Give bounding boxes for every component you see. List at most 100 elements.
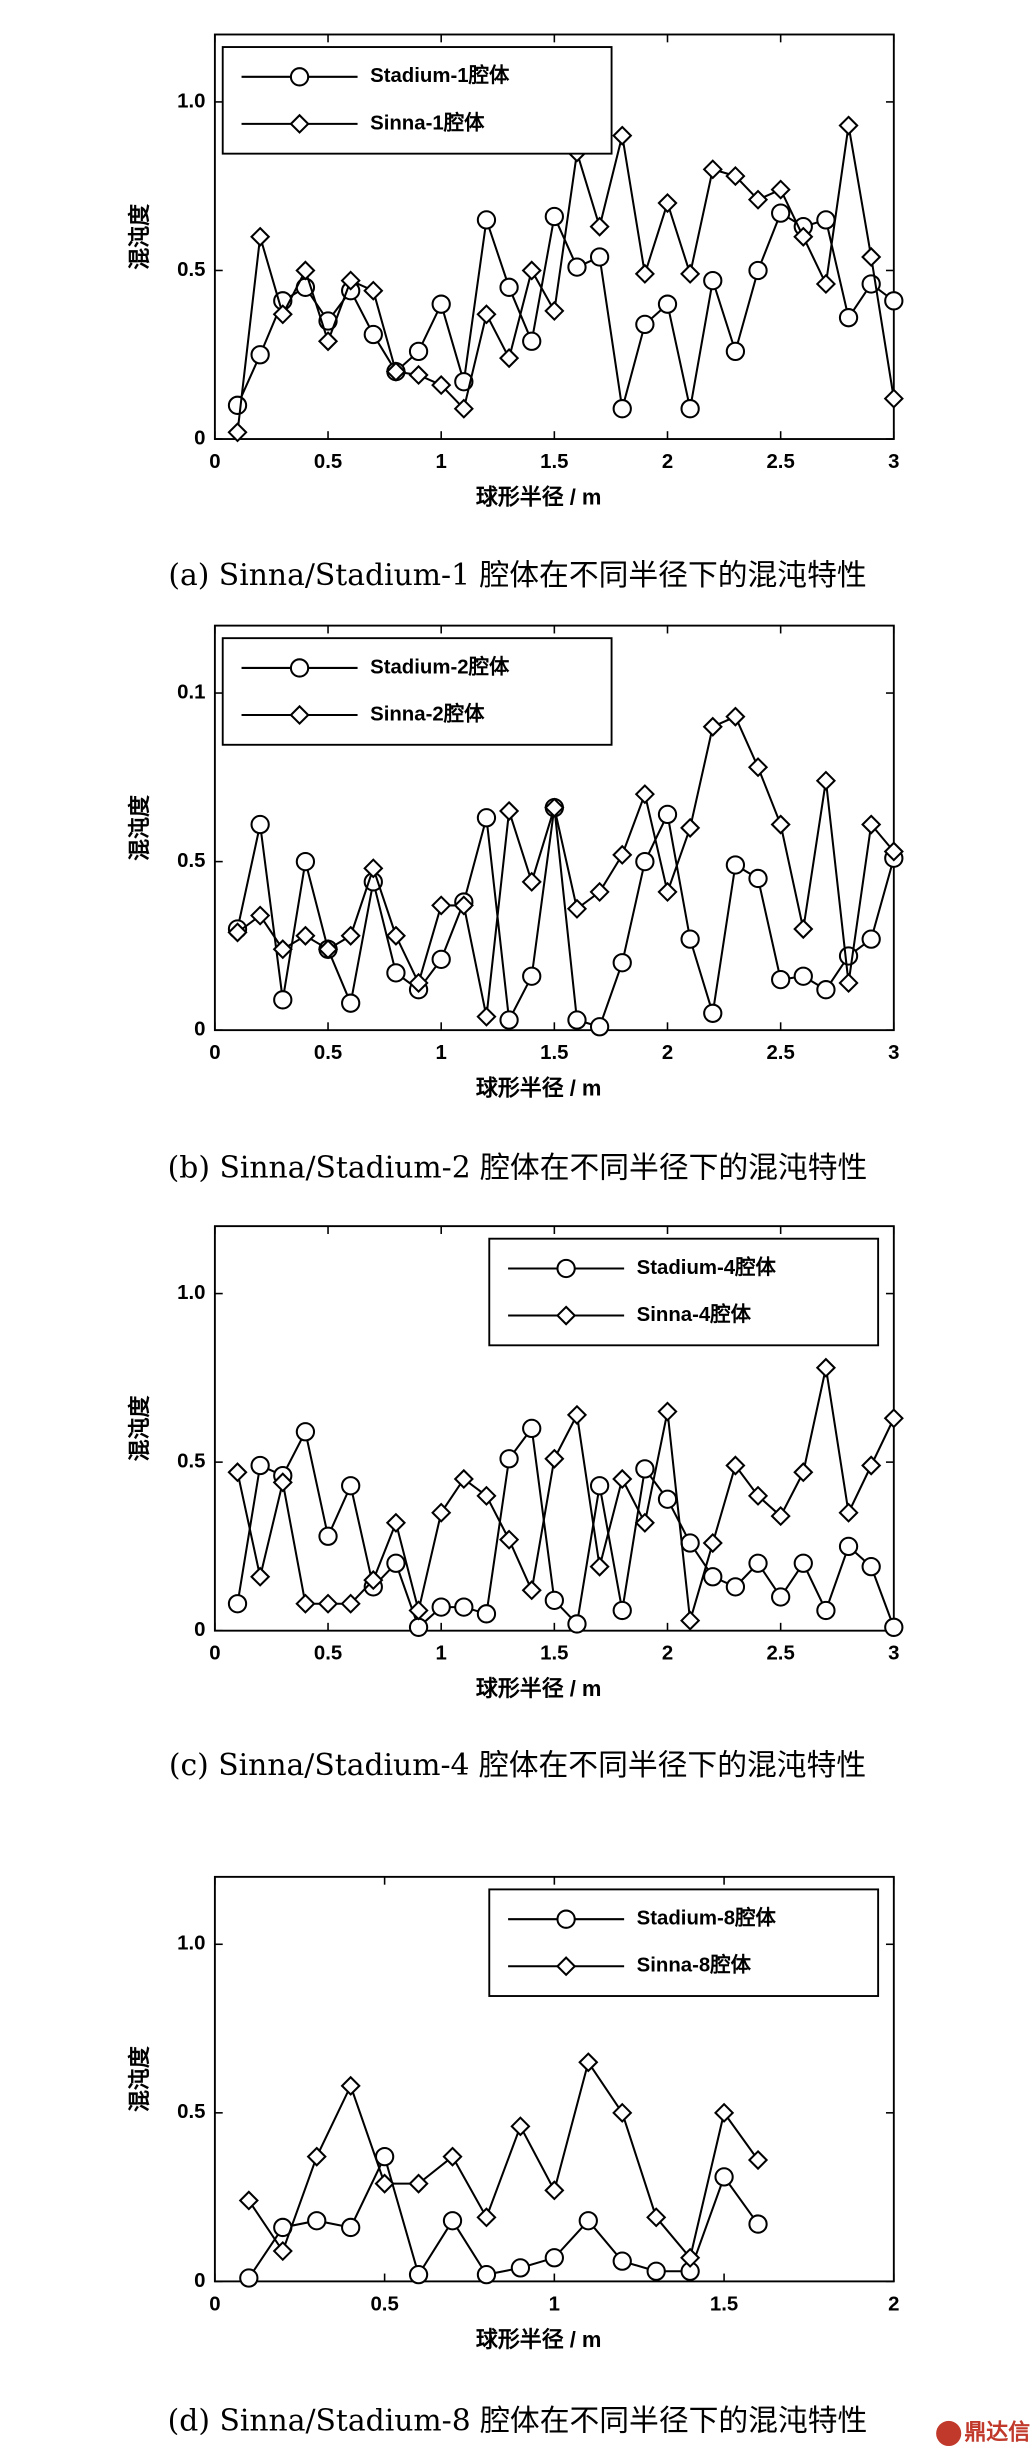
marker-circle <box>431 1597 451 1617</box>
marker-circle <box>567 257 587 277</box>
marker-circle <box>341 2217 361 2238</box>
marker-circle <box>307 2211 327 2231</box>
marker-diamond <box>227 922 248 943</box>
marker-circle <box>567 1010 587 1030</box>
marker-circle <box>748 1553 768 1573</box>
watermark: 鼎达信 <box>964 2419 1030 2444</box>
marker-diamond <box>747 1485 769 1506</box>
marker-diamond <box>408 1600 429 1621</box>
marker-diamond <box>883 1408 904 1429</box>
marker-diamond <box>589 1556 610 1577</box>
marker-diamond <box>431 375 452 396</box>
y-tick-label: 1.0 <box>177 1282 205 1304</box>
marker-circle <box>318 1526 338 1546</box>
marker-diamond <box>566 898 588 919</box>
marker-circle <box>714 2167 734 2187</box>
marker-diamond <box>612 125 633 146</box>
marker-diamond <box>340 925 361 946</box>
marker-circle <box>431 294 451 314</box>
marker-diamond <box>725 1455 746 1476</box>
x-tick-label: 1.5 <box>540 1643 568 1665</box>
x-tick-label: 0.5 <box>314 1042 342 1064</box>
marker-diamond <box>747 2149 769 2171</box>
x-tick-label: 1.5 <box>710 2293 738 2315</box>
marker-diamond <box>680 1610 701 1631</box>
marker-circle <box>589 1017 610 1037</box>
x-axis-label: 球形半径 / m <box>476 1676 602 1701</box>
marker-circle <box>612 1600 632 1621</box>
marker-circle <box>884 1617 904 1637</box>
caption: (a) Sinna/Stadium-1 腔体在不同半径下的混沌特性 <box>168 558 866 593</box>
marker-diamond <box>476 304 497 325</box>
marker-diamond <box>521 1580 542 1601</box>
marker-diamond <box>589 881 610 903</box>
marker-diamond <box>657 192 678 214</box>
marker-circle <box>771 969 791 990</box>
x-tick-label: 2 <box>888 2293 899 2315</box>
legend-box <box>488 1237 880 1347</box>
marker-circle <box>612 953 632 973</box>
marker-circle <box>793 966 813 986</box>
marker-diamond <box>747 189 769 210</box>
marker-circle <box>431 949 451 970</box>
marker-diamond <box>385 1512 406 1533</box>
marker-diamond <box>453 398 474 419</box>
x-tick-label: 2.5 <box>766 451 794 473</box>
marker-diamond <box>272 939 293 960</box>
marker-diamond <box>702 159 723 180</box>
marker-circle <box>544 2248 564 2268</box>
marker-circle <box>680 929 700 949</box>
marker-diamond <box>476 1006 497 1027</box>
marker-circle <box>408 2265 429 2285</box>
legend-box <box>221 46 613 155</box>
marker-diamond <box>544 1448 565 1469</box>
x-tick-label: 1 <box>549 2293 560 2315</box>
marker-circle <box>556 1258 576 1279</box>
marker-circle <box>657 294 678 314</box>
marker-circle <box>295 851 316 872</box>
marker-circle <box>703 270 723 291</box>
marker-circle <box>363 324 383 345</box>
x-tick-label: 2 <box>662 1643 673 1665</box>
legend-label: Sinna-4腔体 <box>637 1302 752 1326</box>
x-tick-label: 2 <box>662 1042 673 1064</box>
marker-diamond <box>408 364 429 386</box>
marker-circle <box>861 929 881 949</box>
x-tick-label: 1 <box>436 451 447 473</box>
marker-diamond <box>566 1404 588 1425</box>
x-axis-label: 球形半径 / m <box>476 484 602 509</box>
marker-circle <box>771 203 791 223</box>
marker-diamond <box>815 273 836 295</box>
marker-circle <box>884 291 904 311</box>
marker-circle <box>250 1455 270 1476</box>
marker-circle <box>227 1594 248 1614</box>
marker-diamond <box>770 814 791 835</box>
marker-circle <box>227 395 248 415</box>
marker-diamond <box>340 1593 361 1614</box>
x-tick-label: 2.5 <box>766 1643 794 1665</box>
marker-diamond <box>634 1512 655 1533</box>
marker-diamond <box>363 858 384 879</box>
marker-diamond <box>250 1566 271 1587</box>
marker-circle <box>838 946 859 966</box>
marker-diamond <box>340 270 361 291</box>
marker-diamond <box>657 881 678 903</box>
marker-circle <box>454 372 474 392</box>
marker-diamond <box>295 925 316 946</box>
y-tick-label: 0 <box>194 427 205 449</box>
x-tick-label: 1 <box>436 1042 447 1064</box>
marker-diamond <box>238 2190 259 2211</box>
marker-diamond <box>250 905 271 926</box>
legend-label: Stadium-4腔体 <box>637 1255 777 1279</box>
marker-diamond <box>499 348 520 369</box>
x-tick-label: 1 <box>436 1643 447 1665</box>
marker-circle <box>522 331 542 351</box>
marker-diamond <box>793 918 814 940</box>
marker-diamond <box>793 1462 814 1483</box>
y-axis-label: 混沌度 <box>127 2046 152 2112</box>
y-tick-label: 1.0 <box>177 1933 205 1955</box>
marker-circle <box>635 851 655 872</box>
marker-circle <box>635 314 655 335</box>
marker-circle <box>476 210 497 230</box>
marker-diamond <box>589 216 610 237</box>
